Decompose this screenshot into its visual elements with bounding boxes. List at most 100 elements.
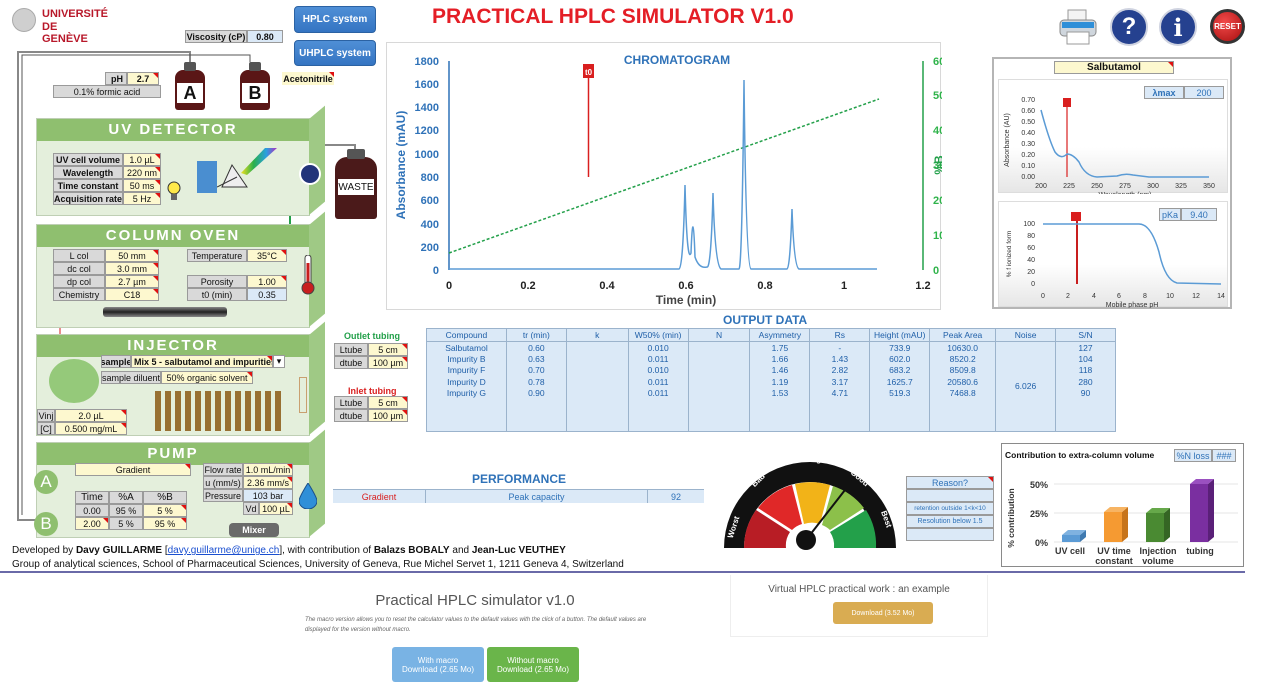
svg-text:200: 200 <box>1035 183 1047 190</box>
svg-text:1000: 1000 <box>415 149 439 161</box>
solvent-b-select[interactable]: Acetonitrile <box>282 72 334 85</box>
svg-text:1.2: 1.2 <box>915 280 930 292</box>
info-button[interactable]: i <box>1159 8 1197 46</box>
help-button[interactable]: ? <box>1110 8 1148 46</box>
svg-text:275: 275 <box>1119 183 1131 190</box>
sample-diluent-input[interactable]: 50% organic solvent <box>161 371 253 384</box>
particle-size-input[interactable]: 2.7 µm <box>105 275 159 288</box>
wavelength-input[interactable]: 220 nm <box>123 166 161 179</box>
inlet-ltube-input[interactable]: 5 cm <box>368 396 408 409</box>
svg-text:1600: 1600 <box>415 79 439 91</box>
dwell-volume-input[interactable]: 100 µL <box>259 502 293 515</box>
chromatogram-chart: CHROMATOGRAM 0 200 400 600 800 1000 1200 1400 16… <box>386 42 946 310</box>
reason-header: Reason? <box>906 476 994 489</box>
svg-text:25%: 25% <box>1030 509 1048 519</box>
svg-text:10: 10 <box>933 230 942 242</box>
author-email-link[interactable]: davy.guillarme@unige.ch <box>167 545 280 556</box>
reset-button[interactable]: RESET <box>1210 9 1245 44</box>
svg-text:0.60: 0.60 <box>1021 108 1035 115</box>
gradient-header-time: Time <box>75 491 109 504</box>
uv-cell-volume-input[interactable]: 1.0 µL <box>123 153 161 166</box>
download-with-macro-button[interactable]: With macro Download (2.65 Mo) <box>392 647 484 682</box>
svg-text:350: 350 <box>1203 183 1215 190</box>
gradient-time-1-input[interactable]: 2.00 <box>75 517 109 530</box>
svg-text:60: 60 <box>933 56 942 68</box>
svg-text:% f ionized form: % f ionized form <box>1006 231 1013 278</box>
svg-text:UV cell: UV cell <box>1055 546 1085 556</box>
t0-value: 0.35 <box>247 288 287 301</box>
inlet-dtube-input[interactable]: 100 µm <box>368 409 408 422</box>
column-oven-panel: COLUMN OVEN L col 50 mm dc col 3.0 mm dp c… <box>36 211 325 328</box>
pressure-value: 103 bar <box>243 489 293 502</box>
vials-icon <box>155 391 285 431</box>
gradient-header-a: %A <box>109 491 143 504</box>
svg-text:300: 300 <box>1147 183 1159 190</box>
svg-text:50%: 50% <box>1030 480 1048 490</box>
table-row: Impurity B 0.63 0.011 1.66 1.43 602.0 8520.2 10… <box>426 353 1116 365</box>
svg-text:1800: 1800 <box>415 56 439 68</box>
uhplc-system-button[interactable]: UHPLC system <box>294 40 376 66</box>
outlet-ltube-input[interactable]: 5 cm <box>368 343 408 356</box>
column-oven-title: COLUMN OVEN <box>37 225 309 247</box>
performance-title: PERFORMANCE <box>472 472 567 486</box>
svg-text:constant: constant <box>1095 556 1133 566</box>
injection-volume-input[interactable]: 2.0 µL <box>55 409 127 422</box>
sample-dropdown-button[interactable]: ▾ <box>273 355 285 368</box>
syringe-icon <box>299 377 307 413</box>
reason-item <box>906 528 994 541</box>
acquisition-rate-input[interactable]: 5 Hz <box>123 192 161 205</box>
svg-text:0.2: 0.2 <box>520 280 535 292</box>
solvent-b-bottle: B <box>240 62 270 110</box>
table-row <box>426 399 1116 417</box>
printer-icon <box>1059 9 1097 45</box>
gradient-time-0: 0.00 <box>75 504 109 517</box>
svg-text:0.30: 0.30 <box>1021 141 1035 148</box>
svg-text:2: 2 <box>1066 293 1070 300</box>
flow-rate-input[interactable]: 1.0 mL/min <box>243 463 293 476</box>
gradient-header-b: %B <box>143 491 187 504</box>
svg-text:40: 40 <box>1027 257 1035 264</box>
svg-text:Mobile phase pH: Mobile phase pH <box>1106 302 1159 308</box>
outlet-dtube-input[interactable]: 100 µm <box>368 356 408 369</box>
temperature-input[interactable]: 35°C <box>247 249 287 262</box>
svg-text:60: 60 <box>1027 245 1035 252</box>
concentration-input[interactable]: 0.500 mg/mL <box>55 422 127 435</box>
chemistry-input[interactable]: C18 <box>105 288 159 301</box>
porosity-input[interactable]: 1.00 <box>247 275 287 288</box>
compound-select[interactable]: Salbutamol <box>1054 61 1174 74</box>
svg-text:20: 20 <box>933 195 942 207</box>
credits-line: Developed by Davy GUILLARME [davy.guilla… <box>12 545 566 556</box>
flow-cell-icon <box>197 161 217 193</box>
uv-cell-volume-label: UV cell volume <box>53 153 123 166</box>
gradient-b-1-input[interactable]: 95 % <box>143 517 187 530</box>
outlet-ltube-label: Ltube <box>334 343 368 356</box>
bottle-a-label: A <box>177 83 203 103</box>
sample-select[interactable]: Mix 5 - salbutamol and impurities <box>131 355 273 368</box>
download-virtual-practical-button[interactable]: Download (3.52 Mo) <box>833 602 933 624</box>
download-without-macro-button[interactable]: Without macro Download (2.65 Mo) <box>487 647 579 682</box>
time-constant-input[interactable]: 50 ms <box>123 179 161 192</box>
extra-column-chart: Contribution to extra-column volume %N l… <box>1001 443 1244 567</box>
mixer-icon: Mixer <box>229 523 279 537</box>
gradient-a-0: 95 % <box>109 504 143 517</box>
lambda-max-value: 200 <box>1184 86 1224 99</box>
gradient-mode-select[interactable]: Gradient <box>75 463 191 476</box>
t0-label: t0 (min) <box>187 288 247 301</box>
svg-text:0: 0 <box>933 265 939 277</box>
hplc-system-button[interactable]: HPLC system <box>294 6 376 33</box>
svg-text:0.6: 0.6 <box>678 280 693 292</box>
column-length-input[interactable]: 50 mm <box>105 249 159 262</box>
injection-valve-icon[interactable] <box>49 359 99 403</box>
solvent-a-additive: 0.1% formic acid <box>53 85 161 98</box>
print-button[interactable] <box>1058 8 1098 46</box>
gradient-b-0-input[interactable]: 5 % <box>143 504 187 517</box>
svg-text:12: 12 <box>1192 293 1200 300</box>
column-length-label: L col <box>53 249 105 262</box>
svg-text:0.20: 0.20 <box>1021 152 1035 159</box>
ph-input[interactable]: 2.7 <box>127 72 159 85</box>
table-row: Impurity G 0.90 0.011 1.53 4.71 519.3 7468.8 90 <box>426 387 1116 399</box>
sample-label: sample <box>101 355 131 368</box>
svg-text:200: 200 <box>421 242 439 254</box>
linear-velocity-input[interactable]: 2.36 mm/s <box>243 476 293 489</box>
column-diameter-input[interactable]: 3.0 mm <box>105 262 159 275</box>
